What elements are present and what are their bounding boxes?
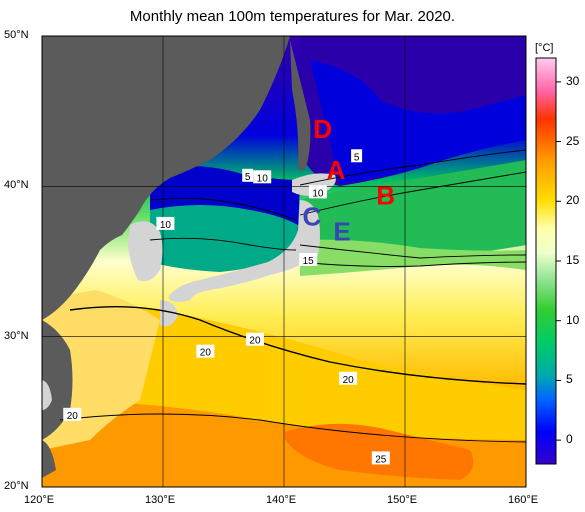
contour-label: 25 [375,454,387,465]
contour-label-box [196,344,215,358]
colorbar-tick-label: 10 [566,312,580,327]
contour-label-box [351,149,363,163]
colorbar-tick-label: 20 [566,193,580,208]
region-marker-e: E [333,216,350,246]
colorbar-tick-label: 30 [566,73,580,88]
lon-tick-label: 140°E [266,494,297,506]
region-marker-b: B [376,180,395,210]
lat-tick-label: 20°N [4,480,29,492]
korea-land [128,221,163,282]
region-marker-a: A [327,155,346,185]
colorbar-tick-label: 15 [566,253,580,267]
contour-label: 20 [343,375,355,386]
sakhalin-land [290,40,311,170]
contour-label-box [308,185,327,199]
contour-label-box [371,451,390,465]
lat-tick-label: 40°N [4,179,29,192]
contour-labels: 5 10 5 10 10 15 20 20 20 20 25 [63,149,390,465]
contour-label: 10 [160,220,172,231]
contour-label-box [299,252,318,266]
map-title: Monthly mean 100m temperatures for Mar. … [129,8,456,25]
contour-label: 5 [245,172,251,183]
contour-label-box [156,216,175,230]
lon-tick-label: 160°E [508,494,539,506]
honshu-land [168,200,320,303]
colorbar-tick-label: 25 [566,133,580,148]
lat-tick-label: 30°N [4,329,29,342]
lon-tick-label: 120°E [24,494,55,506]
contour-label: 10 [312,188,324,199]
region-markers: DAB CE [302,114,395,246]
lon-tick-label: 150°E [387,494,418,506]
contour-label-box [253,170,272,184]
contour-label: 15 [303,256,315,267]
colorbar-tick-label: 5 [566,372,573,387]
colorbar [535,57,557,465]
lat-tick-label: 50°N [4,29,29,41]
map-frame [41,35,527,488]
contour-label: 20 [249,336,261,347]
colorbar-tick-label: 0 [566,432,573,447]
contour-label: 5 [354,152,360,163]
colorbar-ticks [556,81,561,441]
contour-label-box [242,168,254,182]
contour-label: 20 [200,348,212,359]
contour-label-box [63,407,82,421]
region-marker-d: D [313,114,332,144]
contour-label-box [245,332,264,346]
isotherm-lines [59,149,526,443]
region-marker-c: C [302,201,321,231]
contour-label: 10 [257,173,269,184]
contour-label-box [339,371,358,385]
contour-label: 20 [67,411,79,422]
continent-land [42,36,290,320]
lon-tick-label: 130°E [145,494,176,506]
colorbar-unit: [°C] [535,42,554,54]
